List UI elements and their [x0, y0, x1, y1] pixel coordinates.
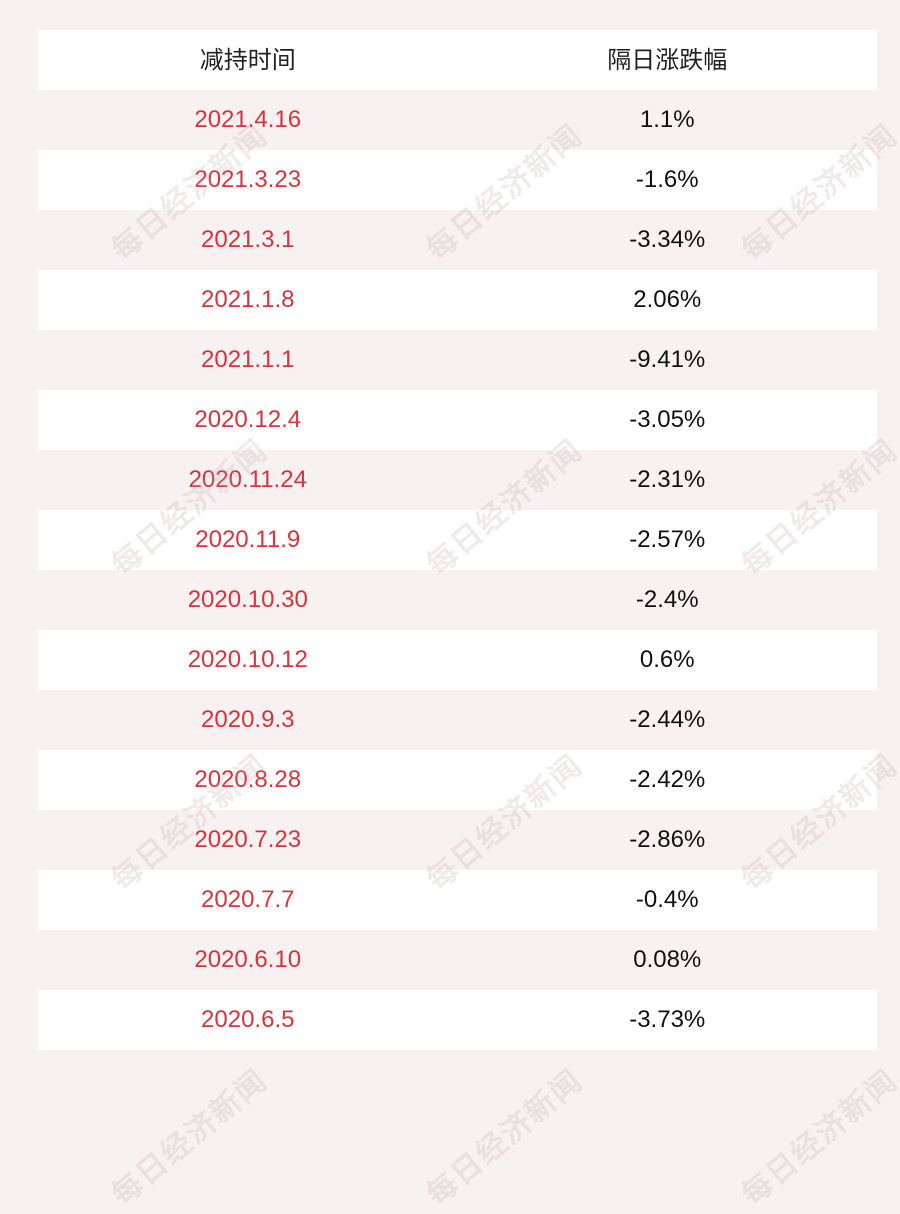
table-row: 2020.11.24 -2.31%: [38, 450, 877, 510]
table-row: 2021.3.23 -1.6%: [38, 150, 877, 210]
sell-date-cell: 2020.10.30: [187, 586, 308, 613]
next-day-change-cell: -2.57%: [629, 526, 706, 553]
table-row: 2020.10.30 -2.4%: [38, 570, 877, 630]
sell-date-cell: 2020.11.9: [195, 526, 301, 553]
next-day-change-cell: -9.41%: [629, 346, 706, 373]
next-day-change-cell: -2.31%: [629, 466, 706, 493]
sell-date-cell: 2021.1.1: [201, 346, 295, 373]
sell-date-cell: 2020.8.28: [194, 766, 302, 793]
next-day-change-cell: -2.4%: [635, 586, 699, 613]
table-row: 2020.10.12 0.6%: [38, 630, 877, 690]
header-next-day-change: 隔日涨跌幅: [607, 46, 728, 74]
table-header: 减持时间 隔日涨跌幅: [38, 30, 877, 90]
table-row: 2020.6.5 -3.73%: [38, 990, 877, 1050]
sell-date-cell: 2021.3.23: [194, 166, 302, 193]
watermark-text: 每日经济新闻: [105, 1062, 275, 1213]
sell-date-cell: 2021.4.16: [194, 106, 302, 133]
sell-date-cell: 2021.1.8: [201, 286, 295, 313]
next-day-change-cell: 0.6%: [639, 646, 695, 673]
sell-date-cell: 2020.12.4: [194, 406, 302, 433]
next-day-change-cell: 0.08%: [633, 946, 702, 973]
table-row: 2021.4.16 1.1%: [38, 90, 877, 150]
table-row: 2020.9.3 -2.44%: [38, 690, 877, 750]
table-row: 2021.1.8 2.06%: [38, 270, 877, 330]
next-day-change-cell: -2.44%: [629, 706, 706, 733]
next-day-change-cell: -3.73%: [629, 1006, 706, 1033]
table-row: 2020.12.4 -3.05%: [38, 390, 877, 450]
watermark-text: 每日经济新闻: [735, 1062, 900, 1213]
next-day-change-cell: -3.05%: [629, 406, 706, 433]
sell-date-cell: 2020.9.3: [201, 706, 295, 733]
header-sell-date: 减持时间: [199, 46, 296, 74]
sell-date-cell: 2020.7.7: [201, 886, 295, 913]
next-day-change-cell: -1.6%: [635, 166, 699, 193]
table-row: 2020.7.7 -0.4%: [38, 870, 877, 930]
table-row: 2020.11.9 -2.57%: [38, 510, 877, 570]
next-day-change-cell: 2.06%: [633, 286, 702, 313]
next-day-change-cell: -0.4%: [635, 886, 699, 913]
table-row: 2020.8.28 -2.42%: [38, 750, 877, 810]
sell-date-cell: 2020.10.12: [187, 646, 308, 673]
next-day-change-cell: -2.42%: [629, 766, 706, 793]
sell-date-cell: 2020.11.24: [188, 466, 307, 493]
next-day-change-cell: 1.1%: [639, 106, 695, 133]
sell-date-cell: 2021.3.1: [201, 226, 295, 253]
sell-date-cell: 2020.6.10: [194, 946, 302, 973]
data-table: 减持时间 隔日涨跌幅 2021.4.16 1.1% 2021.3.23 -1.6% 20…: [38, 30, 877, 1050]
next-day-change-cell: -3.34%: [629, 226, 706, 253]
table-row: 2021.3.1 -3.34%: [38, 210, 877, 270]
table-row: 2020.7.23 -2.86%: [38, 810, 877, 870]
table-row: 2020.6.10 0.08%: [38, 930, 877, 990]
table-row: 2021.1.1 -9.41%: [38, 330, 877, 390]
next-day-change-cell: -2.86%: [629, 826, 706, 853]
watermark-text: 每日经济新闻: [420, 1062, 590, 1213]
sell-date-cell: 2020.6.5: [201, 1006, 295, 1033]
sell-date-cell: 2020.7.23: [194, 826, 302, 853]
